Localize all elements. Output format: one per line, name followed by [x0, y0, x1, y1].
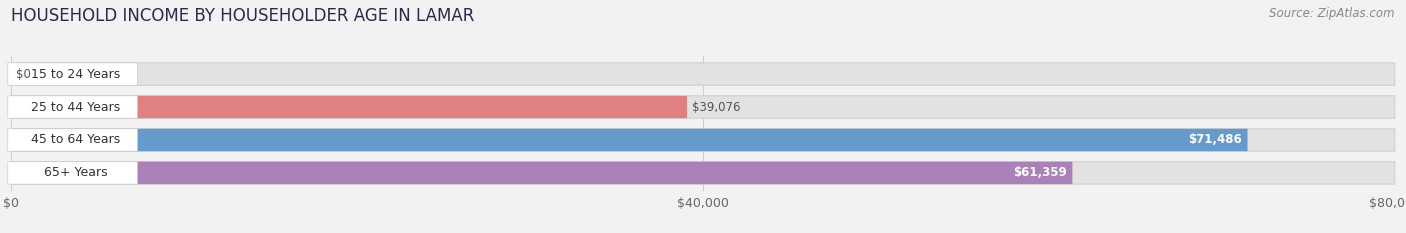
Text: HOUSEHOLD INCOME BY HOUSEHOLDER AGE IN LAMAR: HOUSEHOLD INCOME BY HOUSEHOLDER AGE IN L…	[11, 7, 475, 25]
Text: 65+ Years: 65+ Years	[44, 166, 108, 179]
FancyBboxPatch shape	[8, 96, 138, 118]
Text: Source: ZipAtlas.com: Source: ZipAtlas.com	[1270, 7, 1395, 20]
FancyBboxPatch shape	[11, 162, 1073, 184]
FancyBboxPatch shape	[11, 63, 1395, 85]
FancyBboxPatch shape	[11, 96, 688, 118]
FancyBboxPatch shape	[11, 96, 1395, 118]
Text: 15 to 24 Years: 15 to 24 Years	[31, 68, 121, 81]
FancyBboxPatch shape	[11, 129, 1247, 151]
Text: 45 to 64 Years: 45 to 64 Years	[31, 134, 121, 147]
FancyBboxPatch shape	[11, 129, 1395, 151]
FancyBboxPatch shape	[11, 162, 1395, 184]
FancyBboxPatch shape	[8, 162, 138, 184]
Text: $39,076: $39,076	[692, 100, 741, 113]
Text: $0: $0	[17, 68, 31, 81]
Text: $71,486: $71,486	[1188, 134, 1243, 147]
Text: $61,359: $61,359	[1014, 166, 1067, 179]
FancyBboxPatch shape	[8, 129, 138, 151]
Text: 25 to 44 Years: 25 to 44 Years	[31, 100, 121, 113]
FancyBboxPatch shape	[8, 63, 138, 85]
